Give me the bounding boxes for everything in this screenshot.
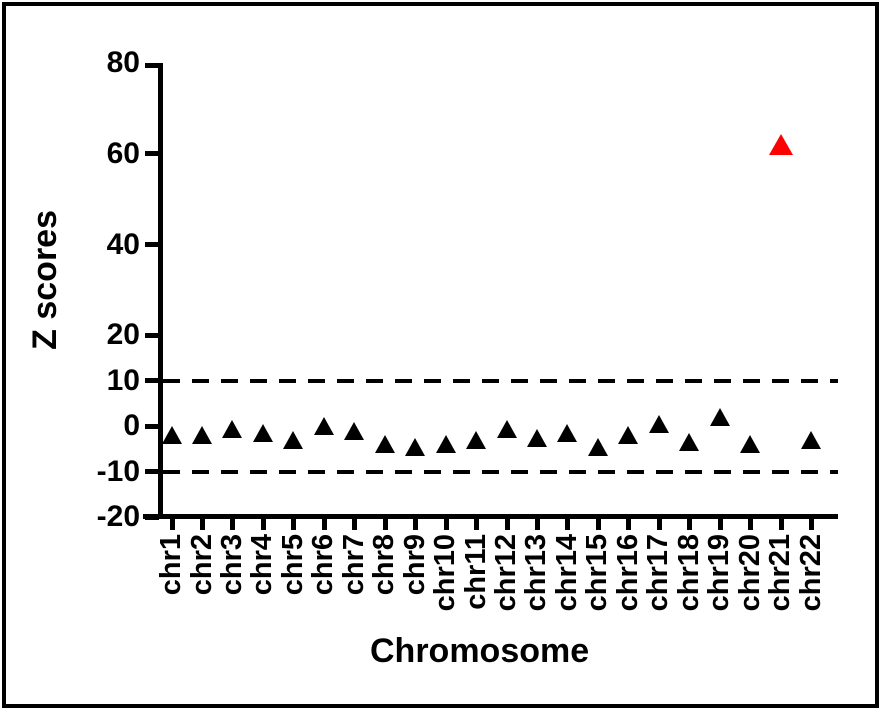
outlier-point-triangle [769, 134, 793, 156]
x-tick-label: chr17 [642, 534, 675, 612]
x-tick [474, 519, 479, 530]
data-point-triangle [192, 426, 212, 445]
data-point-triangle [283, 430, 304, 449]
x-tick-label: chr8 [368, 534, 401, 596]
y-tick-label: 60 [106, 136, 140, 170]
x-tick-label: chr12 [490, 534, 522, 612]
data-point-triangle [526, 428, 547, 447]
x-tick [565, 519, 571, 530]
x-tick [504, 519, 510, 530]
data-point-triangle [435, 435, 456, 454]
x-tick-label: chr1 [155, 534, 187, 596]
x-tick [291, 519, 297, 530]
x-tick [230, 519, 236, 530]
data-point-triangle [679, 433, 700, 452]
data-point-triangle [740, 435, 761, 454]
y-tick-label: 10 [106, 363, 140, 397]
x-axis-title: Chromosome [370, 632, 590, 670]
x-tick [169, 519, 175, 530]
x-tick-label: chr22 [794, 534, 827, 612]
x-tick [656, 519, 662, 530]
x-tick-label: chr3 [215, 534, 248, 596]
threshold-line-lower [163, 469, 838, 474]
x-tick [260, 519, 266, 530]
x-tick-label: chr14 [550, 534, 583, 612]
x-tick [809, 519, 814, 530]
x-tick [382, 519, 388, 530]
x-tick-label: chr7 [337, 534, 370, 596]
data-point-triangle [618, 426, 639, 445]
data-point-triangle [801, 430, 821, 449]
data-point-triangle [222, 419, 243, 438]
y-tick-label: 80 [106, 46, 140, 79]
data-point-triangle [161, 426, 182, 445]
x-tick-label: chr21 [764, 534, 796, 612]
x-axis-line [143, 514, 838, 519]
y-tick [145, 378, 159, 384]
x-tick [778, 519, 784, 530]
x-tick [352, 519, 358, 530]
x-tick-label: chr20 [733, 534, 766, 612]
x-tick-label: chr2 [185, 534, 218, 596]
data-point-triangle [496, 419, 517, 438]
x-tick [626, 519, 632, 530]
data-point-triangle [587, 437, 608, 456]
y-tick [145, 151, 159, 157]
x-tick [200, 519, 205, 530]
y-tick-label: -10 [96, 454, 140, 488]
y-axis-title: Z scores [26, 210, 64, 350]
y-tick [145, 469, 159, 475]
y-tick [145, 332, 159, 338]
x-tick-label: chr15 [581, 534, 614, 612]
x-tick-label: chr18 [672, 534, 705, 612]
y-tick [145, 63, 159, 68]
data-point-triangle [252, 424, 273, 442]
x-tick-label: chr19 [703, 534, 736, 612]
x-tick [534, 519, 540, 530]
y-tick-label: 0 [123, 409, 140, 443]
x-tick [595, 519, 601, 530]
x-tick-label: chr16 [611, 534, 644, 612]
x-tick [443, 519, 449, 530]
y-tick [145, 242, 159, 248]
data-point-triangle [313, 417, 334, 436]
y-tick [145, 423, 159, 429]
x-tick [687, 519, 693, 530]
x-tick-label: chr6 [307, 534, 340, 596]
x-tick-label: chr11 [459, 534, 492, 610]
x-tick-label: chr4 [246, 534, 279, 596]
x-tick [413, 519, 419, 530]
data-point-triangle [405, 437, 426, 456]
x-tick-label: chr13 [520, 534, 553, 612]
data-point-triangle [374, 435, 395, 454]
data-point-triangle [344, 421, 365, 440]
data-point-triangle [466, 430, 486, 449]
x-tick-label: chr9 [398, 534, 431, 596]
y-tick-label: -20 [96, 500, 140, 533]
data-point-triangle [648, 414, 669, 433]
y-axis-line [158, 63, 163, 519]
x-tick-label: chr10 [429, 534, 462, 612]
x-tick [748, 519, 754, 530]
y-tick [145, 514, 159, 520]
threshold-line-upper [163, 378, 838, 383]
x-tick-label: chr5 [276, 534, 309, 596]
data-point-triangle [709, 408, 730, 427]
x-tick [717, 519, 723, 530]
x-tick [321, 519, 327, 530]
y-tick-label: 40 [106, 227, 140, 261]
y-tick-label: 20 [106, 318, 140, 352]
data-point-triangle [557, 424, 578, 442]
